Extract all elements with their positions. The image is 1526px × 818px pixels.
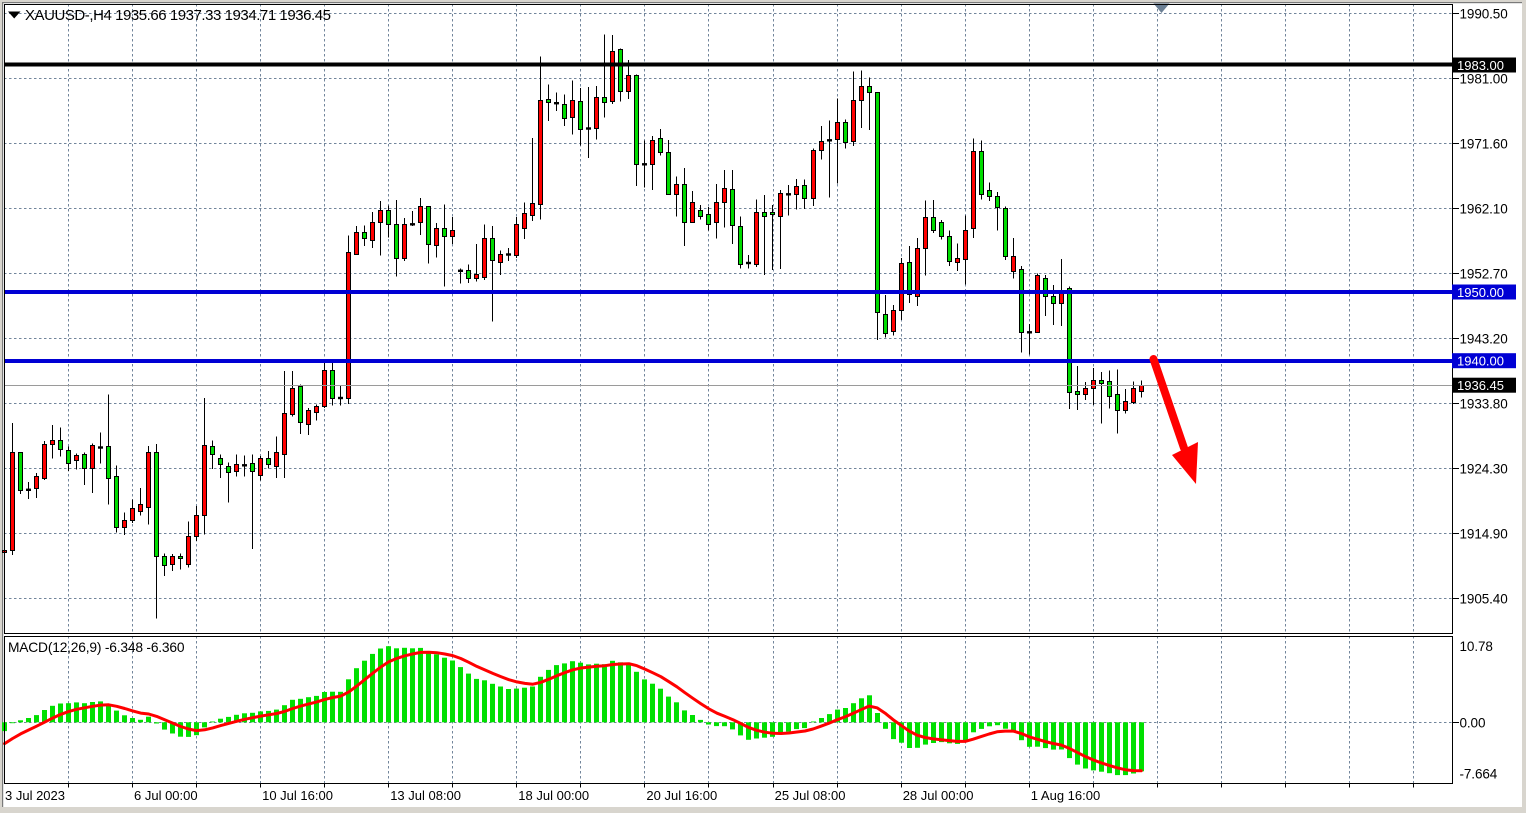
svg-text:3 Jul 2023: 3 Jul 2023 [5,788,65,803]
svg-text:1952.70: 1952.70 [1460,266,1508,281]
svg-text:20 Jul 16:00: 20 Jul 16:00 [646,788,717,803]
svg-text:10 Jul 16:00: 10 Jul 16:00 [262,788,333,803]
svg-text:6 Jul 00:00: 6 Jul 00:00 [134,788,198,803]
svg-text:1950.00: 1950.00 [1457,285,1504,300]
svg-text:10.78: 10.78 [1460,639,1493,654]
svg-text:MACD(12,26,9) -6.348 -6.360: MACD(12,26,9) -6.348 -6.360 [8,640,185,655]
svg-text:1983.00: 1983.00 [1457,58,1504,73]
svg-text:1933.80: 1933.80 [1460,396,1508,411]
svg-text:25 Jul 08:00: 25 Jul 08:00 [775,788,846,803]
svg-text:-7.664: -7.664 [1460,767,1498,782]
svg-text:1914.90: 1914.90 [1460,526,1508,541]
svg-text:1924.30: 1924.30 [1460,462,1508,477]
svg-text:1943.20: 1943.20 [1460,332,1508,347]
svg-text:1981.00: 1981.00 [1460,72,1508,87]
svg-text:1962.10: 1962.10 [1460,202,1508,217]
svg-text:1940.00: 1940.00 [1457,354,1504,369]
svg-text:28 Jul 00:00: 28 Jul 00:00 [903,788,974,803]
svg-text:0.00: 0.00 [1460,715,1486,730]
svg-text:18 Jul 00:00: 18 Jul 00:00 [518,788,589,803]
svg-text:1905.40: 1905.40 [1460,592,1508,607]
svg-text:1971.60: 1971.60 [1460,136,1508,151]
svg-text:1936.45: 1936.45 [1457,378,1504,393]
svg-text:XAUUSD-,H4 1935.66 1937.33 19: XAUUSD-,H4 1935.66 1937.33 1934.71 1936.… [25,7,331,24]
svg-text:1990.50: 1990.50 [1460,6,1508,21]
svg-text:1 Aug 16:00: 1 Aug 16:00 [1031,788,1100,803]
svg-text:13 Jul 08:00: 13 Jul 08:00 [390,788,461,803]
